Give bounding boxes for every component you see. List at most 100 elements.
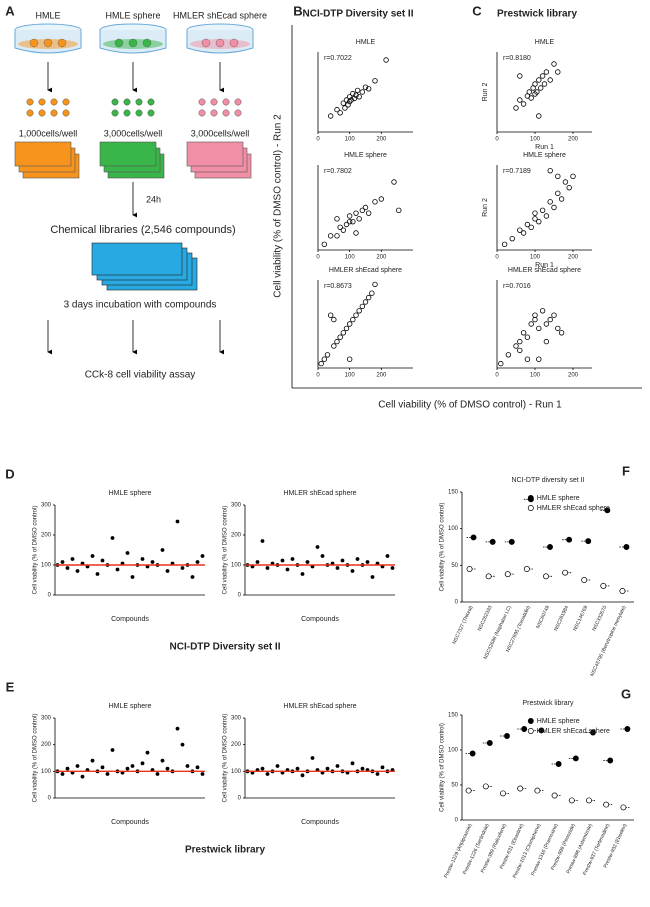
point <box>346 213 353 219</box>
point <box>508 538 515 545</box>
point <box>498 360 504 367</box>
point <box>521 726 528 732</box>
point <box>543 213 550 219</box>
y-tick-label: 300 <box>231 716 242 722</box>
point <box>75 764 80 768</box>
point <box>555 173 561 180</box>
point <box>482 783 489 790</box>
legend-label: HMLE sphere <box>537 718 580 725</box>
cell-dot <box>62 109 70 117</box>
point <box>517 97 523 103</box>
point <box>337 110 343 116</box>
panel-letter: B <box>293 3 302 18</box>
panel-letter: E <box>6 679 15 694</box>
x-axis-label: Compounds <box>111 819 149 826</box>
x-tick-label: NSC45795 (Benztropine mesylate) <box>589 605 627 678</box>
point <box>340 227 347 233</box>
point <box>520 230 527 236</box>
point <box>375 772 380 776</box>
point <box>539 207 546 214</box>
cell-dot <box>147 109 155 117</box>
point <box>325 766 330 771</box>
point <box>180 566 185 570</box>
point <box>350 218 356 225</box>
r-value: r=0.7189 <box>503 168 531 175</box>
point <box>356 94 362 100</box>
x-tick-label: 100 <box>345 373 356 379</box>
point <box>538 85 544 91</box>
library-plate <box>91 242 183 276</box>
point <box>624 726 631 732</box>
point <box>532 210 538 216</box>
y-tick-label: 200 <box>231 533 242 539</box>
point <box>360 766 365 771</box>
point <box>566 184 572 191</box>
cell-dot <box>234 109 242 117</box>
point <box>365 560 370 564</box>
point <box>390 566 395 570</box>
point <box>354 87 361 94</box>
point <box>536 113 542 119</box>
cell-dot <box>147 98 155 106</box>
point <box>356 216 362 222</box>
point <box>300 773 305 778</box>
cell-name: HMLER shEcad sphere <box>173 10 267 20</box>
legend-marker <box>527 495 534 501</box>
point <box>160 758 165 763</box>
point <box>528 224 534 231</box>
y-axis-label: Cell viability (% of DMSO control) - Run… <box>273 114 284 298</box>
cluster <box>114 38 124 48</box>
y-tick-label: 100 <box>41 563 52 569</box>
point <box>160 548 165 552</box>
point <box>619 588 626 594</box>
point <box>517 73 523 79</box>
x-tick-label: 100 <box>530 137 541 143</box>
point <box>383 57 389 63</box>
plate <box>99 141 157 167</box>
point <box>524 221 531 228</box>
panel-title: Prestwick library <box>497 9 577 20</box>
plot-title: HMLE <box>535 39 555 46</box>
point <box>558 330 565 336</box>
point <box>327 113 334 119</box>
cell-dot <box>26 109 34 117</box>
time-label: 24h <box>146 194 161 204</box>
cell-density: 3,000cells/well <box>104 128 163 138</box>
plate <box>186 141 244 167</box>
point <box>334 338 340 345</box>
point <box>130 575 135 579</box>
cell-dot <box>222 98 230 106</box>
point <box>369 290 375 296</box>
x-tick-label: NSC262333 <box>477 605 494 632</box>
point <box>337 224 343 231</box>
point <box>543 573 549 580</box>
legend-marker <box>527 718 534 724</box>
y-tick-label: 0 <box>238 593 242 599</box>
point <box>165 569 170 573</box>
cluster <box>215 38 225 48</box>
point <box>305 560 310 564</box>
plot-title: HMLE sphere <box>523 152 566 159</box>
point <box>547 199 553 205</box>
point <box>110 748 115 752</box>
point <box>350 761 355 766</box>
x-tick-label: NSC281984 <box>553 605 570 632</box>
panel-letter: G <box>621 686 631 701</box>
x-tick-label: 100 <box>530 255 541 261</box>
point <box>513 343 519 349</box>
point <box>140 557 145 561</box>
point <box>547 167 553 174</box>
y-tick-label: 100 <box>448 526 459 532</box>
point <box>351 95 358 102</box>
point <box>335 764 340 768</box>
point <box>372 199 378 205</box>
point <box>528 321 534 327</box>
cluster <box>29 38 39 48</box>
point <box>346 321 353 327</box>
point <box>590 729 596 736</box>
point <box>175 726 180 731</box>
point <box>547 77 553 83</box>
point <box>165 766 170 771</box>
point <box>558 196 565 202</box>
point <box>125 551 130 555</box>
